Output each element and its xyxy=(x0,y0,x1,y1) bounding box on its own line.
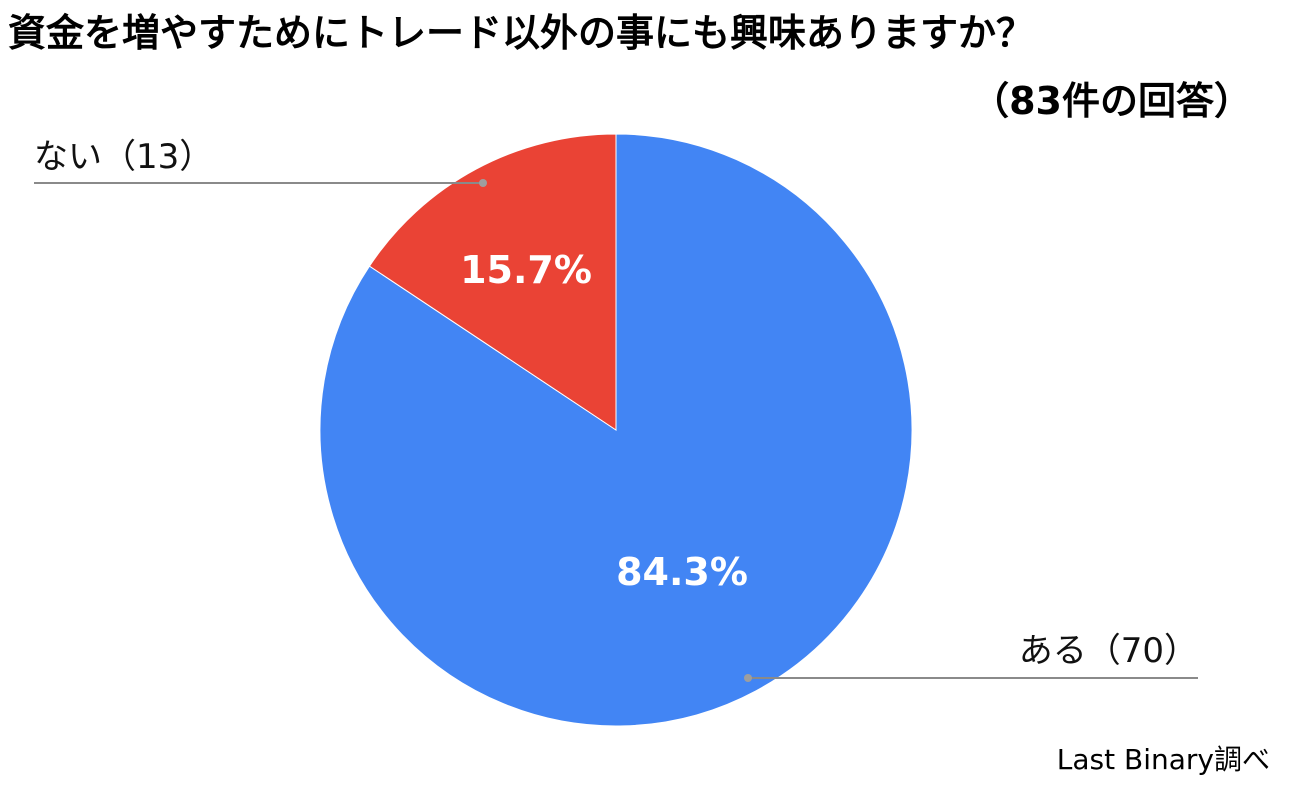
source-note: Last Binary調べ xyxy=(1056,743,1270,776)
leader-dot-aru xyxy=(744,674,752,682)
chart-title: 資金を増やすためにトレード以外の事にも興味ありますか？ xyxy=(8,11,1035,55)
slice-label-nai: ない（13） xyxy=(34,137,213,177)
leader-dot-nai xyxy=(479,179,487,187)
slice-label-aru: ある（70） xyxy=(1019,631,1198,671)
percent-label-nai: 15.7% xyxy=(460,248,592,292)
chart-subtitle: （83件の回答） xyxy=(971,79,1252,123)
percent-label-aru: 84.3% xyxy=(616,550,748,594)
pie-slice-nai xyxy=(368,133,617,431)
